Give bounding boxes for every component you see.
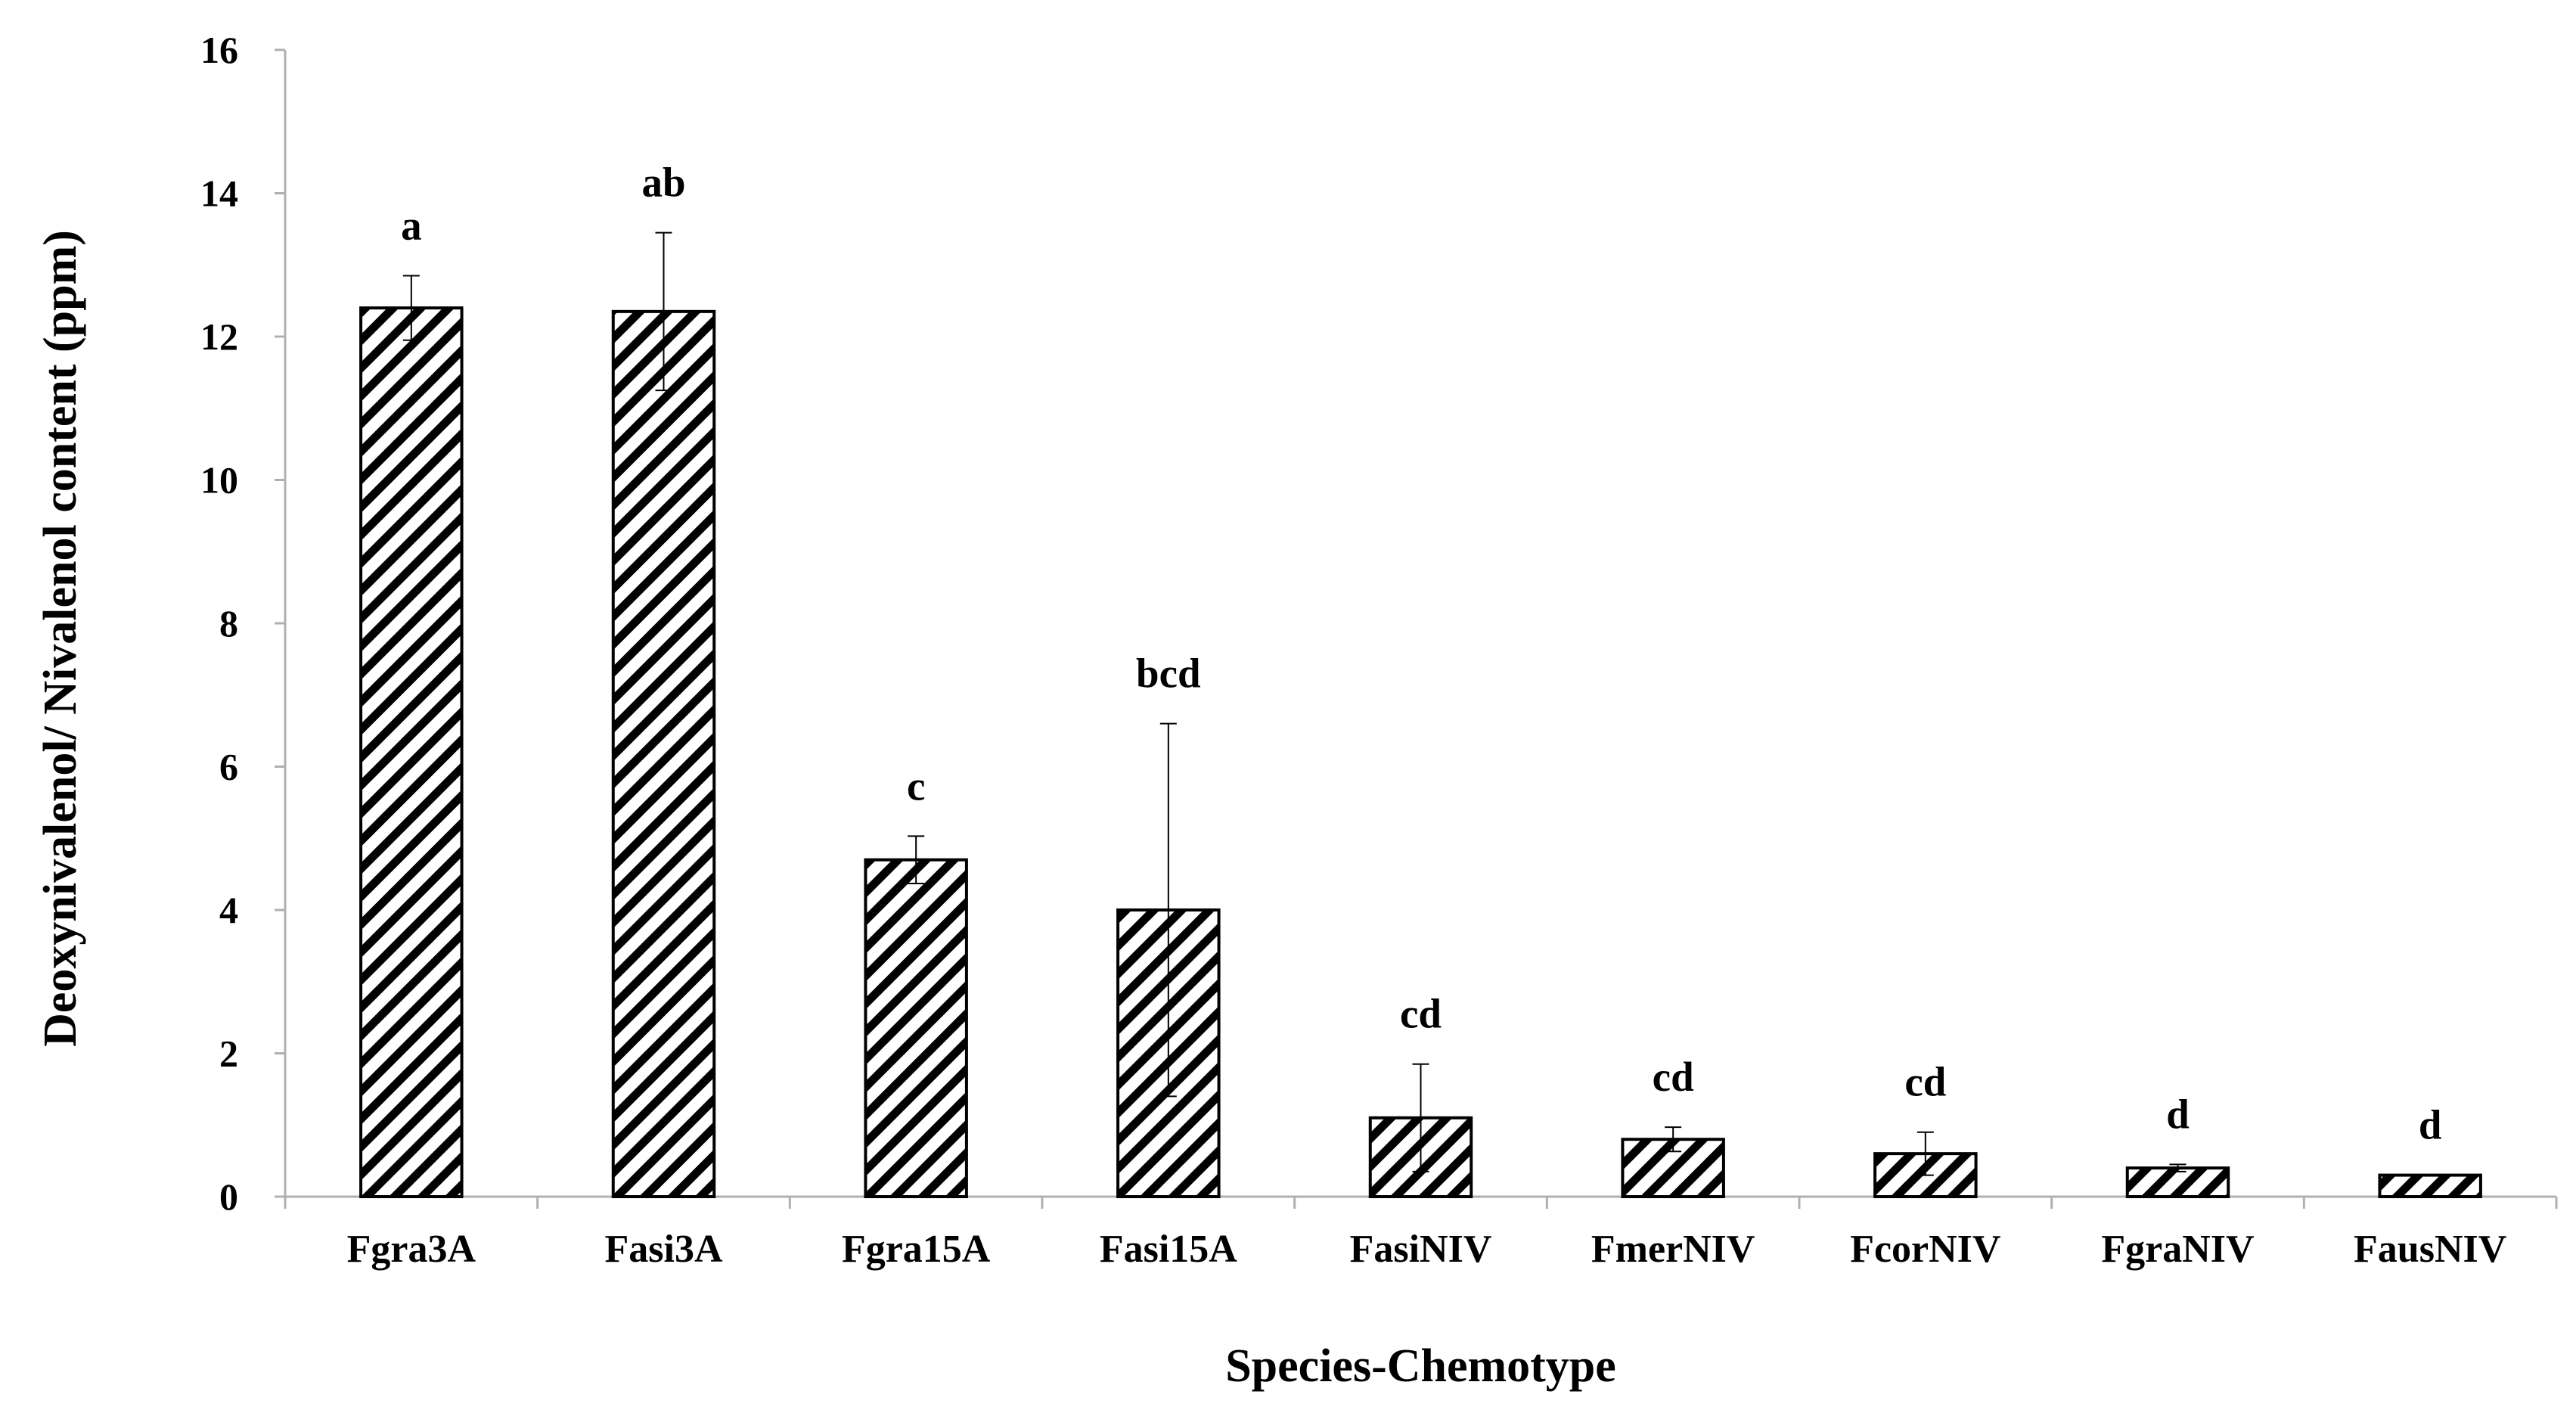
significance-label: c	[907, 762, 925, 809]
y-tick-label: 12	[200, 315, 238, 358]
x-ticks	[284, 1197, 2558, 1209]
bar	[611, 309, 716, 1198]
significance-label: d	[2419, 1102, 2442, 1148]
category-label: Fasi3A	[605, 1228, 723, 1271]
x-axis	[284, 1195, 2558, 1209]
y-ticks: 0 2 4 6 8 10 12 14 16	[200, 29, 285, 1218]
significance-labels: a ab c bcd cd cd cd d d	[401, 160, 2441, 1148]
y-tick-label: 10	[200, 459, 238, 502]
y-tick-label: 2	[219, 1033, 238, 1075]
category-label: FmerNIV	[1591, 1228, 1755, 1271]
bar	[359, 306, 464, 1199]
y-axis-title: Deoxynivalenol/ Nivalenol content (ppm)	[35, 230, 86, 1047]
category-label: Fasi15A	[1100, 1228, 1237, 1271]
significance-label: cd	[1904, 1059, 1946, 1105]
y-tick-label: 6	[219, 746, 238, 788]
y-tick-label: 0	[219, 1175, 238, 1218]
y-tick-label: 4	[219, 889, 238, 931]
category-label: FcorNIV	[1850, 1228, 2000, 1271]
significance-label: cd	[1653, 1054, 1694, 1100]
bars	[359, 306, 2482, 1199]
error-bars	[402, 231, 2186, 1176]
significance-label: ab	[641, 160, 685, 206]
significance-label: d	[2166, 1091, 2190, 1137]
category-label: Fgra3A	[347, 1228, 476, 1271]
x-axis-title: Species-Chemotype	[1225, 1340, 1616, 1392]
category-label: FausNIV	[2354, 1228, 2506, 1271]
category-label: FgraNIV	[2101, 1228, 2254, 1271]
bar	[2125, 1166, 2230, 1198]
bar	[2378, 1173, 2482, 1198]
y-tick-label: 16	[200, 29, 238, 71]
category-label: FasiNIV	[1350, 1228, 1492, 1271]
significance-label: cd	[1400, 991, 1442, 1037]
y-axis: 0 2 4 6 8 10 12 14 16	[200, 29, 287, 1218]
y-tick-label: 14	[200, 172, 238, 215]
category-labels: Fgra3A Fasi3A Fgra15A Fasi15A FasiNIV FmerNIV…	[347, 1228, 2507, 1271]
bar	[864, 858, 968, 1199]
significance-label: bcd	[1136, 651, 1201, 697]
category-label: Fgra15A	[842, 1228, 991, 1271]
significance-label: a	[401, 202, 422, 248]
y-tick-label: 8	[219, 602, 238, 644]
